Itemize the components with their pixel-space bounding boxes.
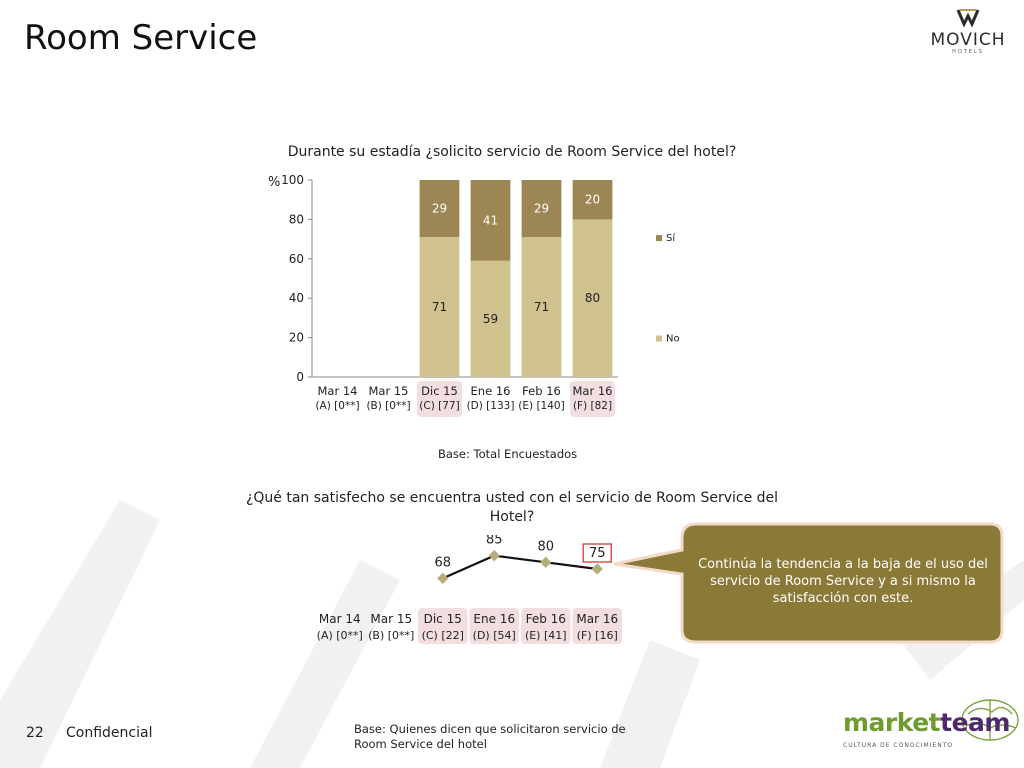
x-tick-base-label: (D) [133] — [467, 400, 515, 412]
legend-swatch-si — [656, 235, 662, 242]
brand-market: market — [843, 708, 941, 737]
movich-logo: MOVICH HOTELS — [918, 8, 1018, 56]
bar-chart-base-note: Base: Total Encuestados — [438, 447, 578, 461]
bar-si-value-label: 29 — [432, 202, 447, 216]
callout-box — [613, 522, 1004, 644]
bar-chart-title: Durante su estadía ¿solicito servicio de… — [287, 144, 737, 160]
line-x-tick-base-label: (E) [41] — [525, 629, 567, 642]
logo-text: MOVICH — [930, 30, 1006, 50]
bar-no-segment — [419, 237, 460, 377]
line-x-tick-base-label: (B) [0**] — [368, 629, 414, 642]
bar-category-highlight — [417, 381, 462, 417]
line-x-tick-label: Mar 15 — [370, 612, 412, 626]
x-tick-label: Ene 16 — [471, 384, 511, 398]
legend-swatch-no — [656, 335, 662, 342]
line-x-tick-label: Dic 15 — [424, 612, 462, 626]
bar-si-segment — [521, 180, 562, 238]
line-category-highlight — [469, 608, 519, 644]
y-tick-label: 100 — [281, 173, 304, 187]
brain-logo-icon — [961, 699, 1019, 741]
line-category-highlight — [521, 608, 571, 644]
confidential-label: Confidencial — [66, 725, 153, 741]
line-category-highlight — [572, 608, 622, 644]
line-point-marker — [488, 550, 500, 562]
bar-no-value-label: 71 — [534, 300, 549, 314]
page-number: 22 — [26, 725, 44, 741]
line-point-marker — [540, 556, 552, 568]
bar-si-segment — [470, 180, 511, 261]
y-tick-label: 0 — [296, 370, 304, 384]
line-x-tick-label: Mar 14 — [319, 612, 361, 626]
footer-base-note: Base: Quienes dicen que solicitaron serv… — [354, 722, 626, 751]
line-x-tick-label: Ene 16 — [473, 612, 515, 626]
logo-subtext: HOTELS — [952, 49, 984, 55]
bar-no-value-label: 71 — [432, 300, 447, 314]
line-x-tick-base-label: (D) [54] — [473, 629, 516, 642]
x-tick-label: Feb 16 — [522, 384, 561, 398]
line-x-tick-label: Mar 16 — [576, 612, 618, 626]
line-x-tick-base-label: (C) [22] — [422, 629, 464, 642]
x-tick-label: Mar 16 — [573, 384, 613, 398]
line-x-tick-label: Feb 16 — [526, 612, 566, 626]
x-tick-base-label: (B) [0**] — [366, 400, 410, 412]
x-tick-base-label: (C) [77] — [419, 400, 459, 412]
legend-label-no: No — [666, 334, 680, 345]
bar-si-segment — [419, 180, 460, 238]
brand-subtitle: CULTURA DE CONOCIMIENTO — [843, 742, 954, 749]
x-tick-label: Mar 15 — [369, 384, 409, 398]
bar-si-value-label: 20 — [585, 193, 600, 207]
x-tick-base-label: (A) [0**] — [315, 400, 359, 412]
bar-no-value-label: 59 — [483, 312, 498, 326]
line-value-label: 85 — [486, 535, 503, 548]
movich-emblem-icon — [956, 9, 980, 28]
slide-title: Room Service — [24, 18, 258, 58]
line-value-label: 75 — [589, 546, 606, 561]
x-tick-base-label: (F) [82] — [573, 400, 612, 412]
bar-si-value-label: 29 — [534, 202, 549, 216]
satisfaction-line — [442, 554, 598, 580]
line-value-label: 80 — [537, 539, 554, 554]
brand-team: team — [940, 708, 1010, 737]
x-tick-label: Dic 15 — [421, 384, 458, 398]
bar-no-segment — [521, 237, 562, 377]
y-tick-label: 80 — [289, 212, 304, 226]
callout-text: Continúa la tendencia a la baja de el us… — [698, 557, 988, 606]
bar-no-segment — [572, 219, 613, 377]
y-tick-label: 40 — [289, 291, 304, 305]
y-tick-label: 20 — [289, 331, 304, 345]
bar-si-segment — [572, 180, 613, 220]
line-point-marker — [437, 572, 449, 584]
line-chart-title: ¿Qué tan satisfecho se encuentra usted c… — [245, 490, 779, 525]
marketteam-logo: marketteam — [843, 708, 1010, 737]
satisfaction-line-chart: 68 85 80 75 Mar 14 (A) [0**] Mar 15 (B) [0**] Di… — [317, 535, 622, 644]
y-tick-label: 60 — [289, 252, 304, 266]
y-axis-unit-label: % — [268, 175, 280, 190]
x-tick-base-label: (E) [140] — [518, 400, 564, 412]
bar-si-value-label: 41 — [483, 213, 498, 227]
x-tick-label: Mar 14 — [318, 384, 358, 398]
bar-category-highlight — [570, 381, 615, 417]
line-value-label: 68 — [434, 555, 451, 570]
bar-no-value-label: 80 — [585, 291, 600, 305]
callout-shape — [613, 522, 1004, 644]
highlighted-value-box — [582, 543, 612, 563]
line-point-marker — [591, 563, 603, 575]
stacked-bar-chart: % 0 20 40 60 80 100 Mar 14 (A) [0**] Mar 15 (B) [0… — [268, 173, 680, 417]
line-x-tick-base-label: (A) [0**] — [317, 629, 363, 642]
legend-label-si: Sí — [666, 232, 676, 244]
bar-no-segment — [470, 260, 511, 377]
line-category-highlight — [418, 608, 468, 644]
line-x-tick-base-label: (F) [16] — [577, 629, 618, 642]
